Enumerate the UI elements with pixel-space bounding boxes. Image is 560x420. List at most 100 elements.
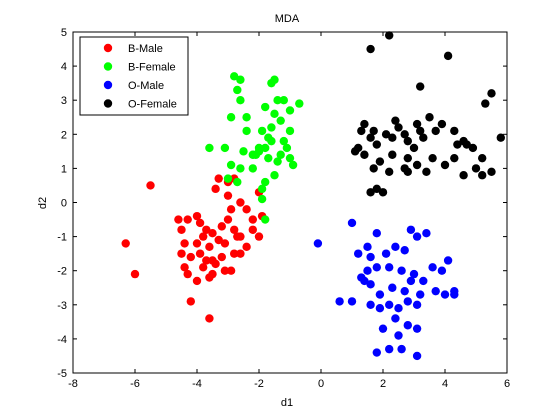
data-point xyxy=(381,249,391,258)
data-point xyxy=(236,198,245,207)
data-point xyxy=(419,133,428,142)
data-point xyxy=(375,304,385,313)
data-point xyxy=(431,126,440,136)
data-point xyxy=(366,300,375,309)
data-point xyxy=(214,174,223,183)
data-point xyxy=(217,252,226,262)
data-point xyxy=(251,150,261,159)
data-point xyxy=(369,126,378,136)
data-point xyxy=(360,276,369,286)
data-point xyxy=(471,164,481,173)
data-point xyxy=(425,113,434,122)
data-point xyxy=(412,160,422,170)
data-point xyxy=(394,331,403,340)
data-point xyxy=(391,314,400,323)
data-point xyxy=(400,130,409,139)
data-point xyxy=(481,99,490,108)
y-tick-label: 5 xyxy=(61,27,67,39)
legend-label: B-Male xyxy=(128,43,163,55)
data-point xyxy=(388,150,397,159)
data-point xyxy=(180,239,189,248)
data-point xyxy=(378,188,388,197)
y-tick-label: 3 xyxy=(61,95,67,107)
data-point xyxy=(403,167,412,177)
data-point xyxy=(236,96,245,105)
data-point xyxy=(437,266,447,275)
data-point xyxy=(443,51,453,61)
data-point xyxy=(412,300,422,309)
data-point xyxy=(366,133,375,142)
data-point xyxy=(248,225,257,234)
data-point xyxy=(242,113,251,122)
data-point xyxy=(180,263,189,272)
data-point xyxy=(406,225,416,234)
data-point xyxy=(242,205,251,214)
data-point xyxy=(279,136,288,146)
data-point xyxy=(205,314,214,323)
data-point xyxy=(366,188,375,197)
x-axis-title: d1 xyxy=(281,397,293,409)
data-point xyxy=(450,290,459,299)
data-point xyxy=(202,256,211,265)
data-point xyxy=(487,89,496,98)
data-point xyxy=(285,126,295,136)
data-point xyxy=(174,215,183,224)
data-point xyxy=(431,286,440,296)
data-point xyxy=(372,263,381,272)
data-point xyxy=(385,263,394,272)
data-point xyxy=(214,235,223,245)
data-point xyxy=(211,184,220,194)
data-point xyxy=(363,266,372,275)
data-point xyxy=(403,297,412,306)
y-tick-label: -4 xyxy=(57,334,67,346)
data-point xyxy=(230,72,239,81)
data-point xyxy=(226,205,236,214)
data-point xyxy=(372,228,381,238)
data-point xyxy=(385,344,394,354)
data-point xyxy=(270,171,279,180)
data-point xyxy=(177,249,186,258)
data-point xyxy=(403,136,412,146)
data-point xyxy=(254,232,264,241)
data-point xyxy=(375,290,385,299)
data-point xyxy=(202,225,211,234)
data-point xyxy=(366,44,375,54)
data-point xyxy=(400,286,409,296)
data-point xyxy=(360,119,369,129)
legend-marker xyxy=(103,62,113,71)
data-point xyxy=(385,31,394,40)
data-point xyxy=(378,324,388,333)
data-point xyxy=(360,150,369,159)
data-point xyxy=(357,126,366,136)
data-point xyxy=(478,171,487,180)
data-point xyxy=(478,153,487,163)
data-point xyxy=(192,276,202,286)
data-point xyxy=(270,109,279,119)
data-point xyxy=(242,126,251,136)
data-point xyxy=(375,157,385,166)
data-point xyxy=(366,280,375,289)
legend-marker xyxy=(103,80,113,90)
data-point xyxy=(192,239,202,248)
data-point xyxy=(397,344,406,354)
data-point xyxy=(233,85,242,95)
y-tick-label: 2 xyxy=(61,129,67,141)
data-point xyxy=(236,164,245,173)
data-point xyxy=(208,256,217,265)
data-point xyxy=(394,304,403,313)
data-point xyxy=(264,153,273,163)
data-point xyxy=(335,297,344,306)
data-point xyxy=(121,239,130,248)
data-point xyxy=(440,160,450,170)
data-point xyxy=(239,147,248,156)
y-tick-label: -1 xyxy=(57,232,67,244)
y-tick-label: 1 xyxy=(61,163,67,175)
data-point xyxy=(261,143,270,153)
data-point xyxy=(391,116,400,125)
data-point xyxy=(369,164,378,173)
data-point xyxy=(233,232,242,241)
series-b-male xyxy=(121,174,267,323)
legend: B-Male B-Female O-Male O-Female xyxy=(79,36,189,116)
data-point xyxy=(419,276,428,286)
